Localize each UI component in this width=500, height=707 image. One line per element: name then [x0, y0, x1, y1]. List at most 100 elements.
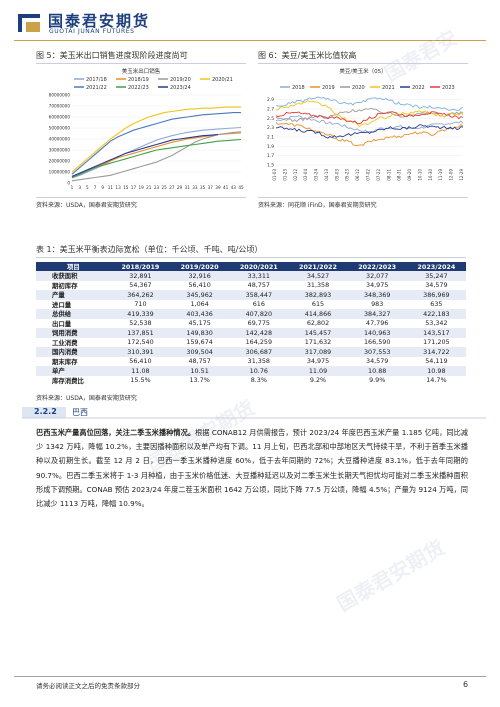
- y-tick-label: 2.3: [267, 125, 274, 131]
- table-cell: 382,893: [288, 290, 348, 300]
- y-tick-label: 2.7: [267, 107, 274, 113]
- figure-5-title-rule: [36, 63, 246, 64]
- table-cell: 11.09: [288, 366, 348, 376]
- table-cell: 34,975: [306, 357, 330, 366]
- x-tick-label: 37: [208, 185, 214, 190]
- x-tick-label: 9: [101, 185, 104, 190]
- table-cell: 317,089: [288, 347, 348, 357]
- table-column-header: 2018/2019: [110, 262, 171, 271]
- figure-6-chart: 美豆/美玉米（05） 2.9 2.7 2.5 2.3 2.1 1.9 1.7 1.5 01-03…: [258, 65, 468, 195]
- row-label: 工业消费: [52, 338, 78, 347]
- x-tick-label: 39: [215, 185, 221, 190]
- table-1-source: 资料来源：USDA，国泰君安期货研究: [36, 395, 137, 402]
- row-label: 饲用消费: [36, 328, 111, 338]
- table-row: 库存消费比 15.5% 13.7% 8.3% 9.2% 9.9% 14.7%: [36, 376, 466, 386]
- x-tick-label: 41: [223, 185, 229, 190]
- table-cell: 34,579: [425, 281, 448, 290]
- balance-table: 项目 2018/2019 2019/2020 2020/2021 2021/2022 20…: [36, 262, 466, 385]
- table-row: 期初库存 54,367 56,410 48,757 31,358 34,975 34,579: [36, 281, 466, 291]
- x-tick-label: 10-10: [417, 169, 422, 181]
- table-cell: 310,391: [110, 347, 171, 357]
- table-cell: 34,579: [366, 357, 389, 366]
- section-header: 2.2.2 巴西: [14, 405, 486, 419]
- series-line: [275, 111, 464, 125]
- table-cell: 159,674: [186, 338, 213, 347]
- table-cell: 345,962: [170, 290, 230, 300]
- table-cell: 384,327: [347, 309, 407, 319]
- series-line: [71, 131, 242, 182]
- x-tick-label: 45: [238, 185, 244, 190]
- legend-label: 2019/20: [170, 77, 191, 83]
- table-cell: 358,447: [229, 290, 289, 300]
- table-cell: 407,820: [229, 309, 289, 319]
- table-cell: 9.2%: [309, 376, 327, 385]
- y-tick-label: 50000000: [49, 126, 71, 131]
- table-cell: 149,830: [170, 328, 230, 338]
- table-cell: 140,963: [347, 328, 407, 338]
- legend-label: 2022/23: [128, 85, 149, 91]
- figure-5-chart: 美玉米出口销售 80000000 70000000 60000000 50000000…: [36, 65, 246, 195]
- row-label: 期末库存: [52, 357, 78, 366]
- y-tick-label: 80000000: [49, 93, 71, 98]
- row-label: 国内消费: [36, 347, 111, 357]
- table-cell: 419,339: [110, 309, 171, 319]
- x-tick-label: 15: [123, 185, 129, 190]
- y-tick-label: 30000000: [49, 148, 71, 153]
- table-cell: 13.7%: [189, 376, 210, 385]
- table-row: 进口量 710 1,064 616 615 983 635: [36, 300, 466, 310]
- table-cell: 171,632: [304, 338, 332, 347]
- row-label: 出口量: [52, 319, 72, 328]
- x-tick-label: 05-23: [345, 169, 350, 181]
- x-tick-label: 31: [185, 185, 191, 190]
- footer-divider: [14, 676, 486, 677]
- table-cell: 172,540: [127, 338, 154, 347]
- x-tick-label: 12-09: [449, 169, 454, 181]
- x-tick-label: 08-31: [397, 169, 402, 181]
- row-label: 单产: [36, 366, 111, 376]
- series-line: [71, 138, 242, 179]
- x-tick-label: 21: [146, 185, 152, 190]
- table-cell: 10.51: [170, 366, 230, 376]
- row-label: 期初库存: [52, 281, 78, 290]
- x-tick-label: 29: [177, 185, 183, 190]
- y-tick-label: 0: [67, 181, 70, 186]
- y-tick-label: 60000000: [49, 115, 71, 120]
- table-cell: 11.08: [110, 366, 171, 376]
- company-logo-icon: [14, 10, 44, 36]
- table-row: 产量 364,262 345,962 358,447 382,893 348,369 386…: [36, 290, 466, 300]
- section-name: 巴西: [72, 408, 88, 417]
- table-cell: 32,916: [170, 271, 230, 281]
- body-paragraph: 巴西玉米产量高位回落，关注二季玉米播种情况。根据 CONAB12 月供需报告，预…: [36, 426, 468, 511]
- x-tick-label: 23: [154, 185, 160, 190]
- table-cell: 306,687: [229, 347, 289, 357]
- x-tick-label: 19: [138, 185, 144, 190]
- figure-6-bottom-rule: [258, 197, 468, 198]
- table-cell: 48,757: [188, 357, 211, 366]
- table-cell: 348,369: [347, 290, 407, 300]
- figure-6-title-rule: [258, 63, 468, 64]
- table-column-header: 项目: [36, 262, 111, 271]
- x-tick-label: 06-12: [355, 169, 360, 181]
- x-tick-label: 07-02: [366, 169, 371, 181]
- legend-label: 2017/18: [86, 77, 107, 83]
- chart-title: 美玉米出口销售: [121, 69, 161, 75]
- y-tick-label: 20000000: [49, 159, 71, 164]
- y-tick-label: 70000000: [49, 104, 71, 109]
- row-label: 库存消费比: [52, 376, 84, 385]
- table-cell: 32,891: [110, 271, 171, 281]
- x-tick-label: 05-03: [334, 169, 339, 181]
- table-cell: 9.9%: [369, 376, 386, 385]
- legend-label: 2020/21: [212, 77, 233, 83]
- table-row: 出口量 52,538 45,175 69,775 62,802 47,796 53,342: [36, 319, 466, 329]
- x-tick-label: 02-12: [293, 169, 298, 181]
- table-cell: 48,757: [247, 281, 270, 290]
- x-tick-label: 09-20: [407, 169, 412, 181]
- legend-label: 2023/24: [170, 85, 191, 91]
- y-tick-label: 2.5: [267, 116, 274, 122]
- table-row: 饲用消费 137,851 149,830 142,428 145,457 140,963 1…: [36, 328, 466, 338]
- table-cell: 54,367: [129, 281, 152, 290]
- company-name-en: GUOTAI JUNAN FUTURES: [49, 28, 135, 35]
- body-lead: 巴西玉米产量高位回落，关注二季玉米播种情况。: [36, 428, 196, 437]
- x-tick-label: 7: [94, 185, 97, 190]
- legend-label: 2018: [292, 85, 305, 91]
